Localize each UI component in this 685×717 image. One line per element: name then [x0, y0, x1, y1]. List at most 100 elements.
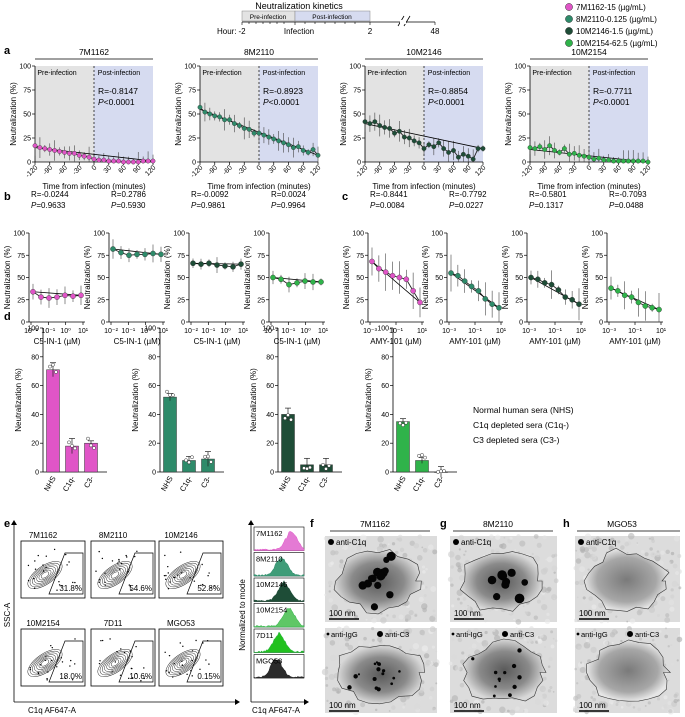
- data-point: [535, 276, 541, 283]
- svg-text:10M2154-62.5 (µg/mL): 10M2154-62.5 (µg/mL): [576, 39, 658, 48]
- x-tick-label: 30: [268, 164, 279, 175]
- x-tick-label: C3-: [432, 474, 446, 489]
- y-tick-label: 75: [356, 253, 364, 260]
- event-dot: [33, 577, 35, 580]
- contour-line: [108, 657, 122, 669]
- flow-plot-title: 10M2146: [164, 531, 198, 540]
- y-axis-label: Neutralization (%): [342, 245, 351, 309]
- x-tick-label: 120: [639, 164, 652, 177]
- y-tick-label: 100: [514, 64, 526, 71]
- contour-line: [40, 571, 50, 579]
- replicate-point: [209, 460, 213, 464]
- post-label: Post-infection: [98, 70, 141, 77]
- flow-plot: 10M2154 18.0%: [20, 619, 86, 687]
- histogram-fill: [253, 531, 305, 551]
- data-point: [126, 252, 132, 259]
- event-dot: [104, 584, 106, 586]
- gold-particle: [381, 672, 385, 676]
- event-dot: [47, 671, 49, 673]
- r-value: R=-0.8854: [428, 86, 468, 96]
- y-tick-label: 50: [17, 275, 25, 282]
- event-dot: [98, 579, 101, 581]
- event-dot: [130, 589, 132, 591]
- event-dot: [136, 550, 138, 552]
- contour-line: [167, 562, 199, 588]
- histogram-label: 7M1162: [256, 529, 283, 538]
- event-dot: [120, 648, 122, 650]
- chart-title: 8M2110: [244, 47, 274, 57]
- panel-letter-f: f: [310, 518, 314, 530]
- r-value: R=-0.8923: [263, 86, 303, 96]
- contour-line: [172, 654, 194, 672]
- y-tick-label: 100: [93, 231, 105, 238]
- p-value: P=0.5930: [111, 201, 146, 210]
- gold-particle: [517, 675, 522, 680]
- data-point: [126, 159, 131, 165]
- event-dot: [29, 668, 32, 671]
- data-point: [281, 140, 286, 146]
- bar-chart: 0 20 40 60 80 100 Neutralization (%) NHS C1q- C3-: [131, 326, 224, 493]
- schematic-post-label: Post-infection: [312, 14, 352, 21]
- data-point: [411, 138, 417, 144]
- x-tick-label: 120: [474, 164, 487, 177]
- data-point: [206, 260, 212, 267]
- data-point: [230, 264, 236, 270]
- event-dot: [120, 562, 123, 565]
- panel-letter-d: d: [4, 311, 11, 323]
- replicate-point: [206, 454, 210, 459]
- event-dot: [172, 676, 174, 678]
- x-axis-label: C5-IN-1 (µM): [194, 337, 241, 346]
- gate: [48, 640, 84, 683]
- event-dot: [109, 638, 111, 640]
- data-point: [76, 152, 82, 158]
- panel-letter-b: b: [4, 191, 11, 203]
- y-axis-label: Neutralization (%): [163, 245, 172, 309]
- data-point: [86, 154, 92, 160]
- data-point: [581, 153, 587, 159]
- replicate-point: [190, 455, 194, 460]
- y-tick-label: 50: [595, 275, 603, 282]
- arrow-right-icon: [235, 699, 240, 705]
- bar-chart: 0 20 40 60 80 100 Neutralization (%) NHS C1q- C3-: [249, 326, 342, 493]
- em-micrograph: anti-IgG anti-C3 100 nm: [321, 625, 440, 716]
- y-tick-label: 0: [270, 470, 274, 477]
- em-micrograph: anti-C1q 100 nm: [447, 534, 559, 625]
- event-dot: [98, 550, 100, 553]
- arrow-up-icon: [11, 520, 17, 525]
- gold-particle: [376, 571, 386, 581]
- histogram: 8M2110: [253, 552, 305, 577]
- replicate-point: [54, 370, 58, 374]
- gold-particle: [392, 676, 396, 680]
- data-point: [111, 158, 117, 164]
- data-point: [238, 261, 244, 267]
- flow-plot-title: 8M2110: [99, 531, 128, 540]
- x-tick-label: -30: [402, 164, 414, 176]
- y-axis-label: Neutralization (%): [581, 245, 590, 309]
- x-tick-label: 10⁻³: [442, 328, 456, 335]
- event-dot: [45, 655, 47, 657]
- gate-percentage: 0.15%: [197, 672, 220, 681]
- contour-line: [29, 650, 61, 676]
- event-dot: [128, 584, 131, 586]
- chart-title: 10M2154: [571, 47, 607, 57]
- event-dot: [126, 556, 128, 558]
- contour-line: [110, 659, 120, 667]
- data-point: [475, 288, 482, 294]
- em-label: anti-IgG: [331, 630, 358, 639]
- event-dot: [95, 570, 97, 572]
- contour-line: [102, 564, 128, 586]
- contour-line: [174, 656, 192, 670]
- r-value: R=-0.7792: [449, 190, 487, 199]
- event-dot: [119, 568, 121, 570]
- gold-marker-icon: [377, 631, 383, 637]
- contour-line: [99, 562, 131, 588]
- y-tick-label: 75: [17, 253, 25, 260]
- em-label: anti-IgG: [456, 630, 483, 639]
- data-point: [372, 119, 378, 125]
- histogram-label: 10M2154: [256, 606, 287, 615]
- y-tick-label: 0: [21, 320, 25, 327]
- y-tick-label: 0: [152, 470, 156, 477]
- schematic-post-box: [294, 10, 371, 22]
- replicate-point: [70, 443, 74, 448]
- panel-letter-g: g: [440, 518, 447, 530]
